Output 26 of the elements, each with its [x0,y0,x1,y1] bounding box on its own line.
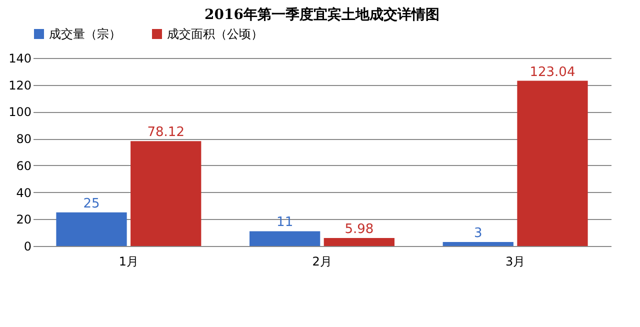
y-tick-label: 100 [8,105,32,120]
bar [324,238,394,246]
data-label: 123.04 [530,64,576,80]
x-tick-label: 3月 [505,254,526,268]
legend-label: 成交量（宗） [49,27,121,41]
y-tick-label: 80 [16,132,32,146]
y-tick-label: 60 [16,158,32,173]
y-tick-label: 120 [8,78,32,92]
x-tick-label: 1月 [118,254,139,268]
data-label: 11 [276,215,294,230]
data-label: 25 [83,196,100,212]
bar [442,242,514,246]
legend-label: 成交面积（公顷） [167,27,263,41]
data-label: 3 [474,226,482,241]
bar [56,212,127,246]
y-tick-label: 40 [16,186,32,200]
bar [130,141,202,246]
bar [517,80,588,246]
x-tick-label: 2月 [312,254,332,268]
y-tick-label: 140 [8,52,32,66]
y-tick-label: 0 [24,240,32,254]
data-label: 5.98 [344,222,374,237]
data-label: 78.12 [147,125,184,140]
bar [250,231,320,246]
chart-title: 2016年第一季度宜宾土地成交详情图 [204,6,440,23]
y-tick-label: 20 [16,212,32,227]
